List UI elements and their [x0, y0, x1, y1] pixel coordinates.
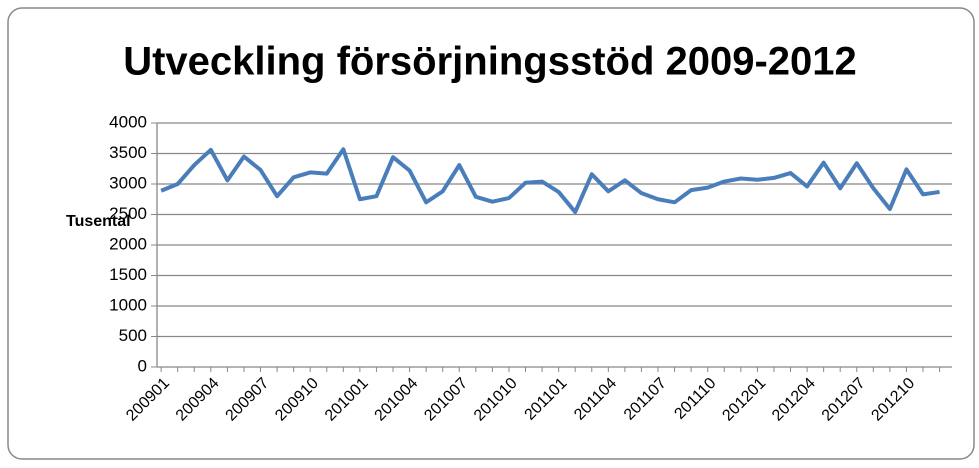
y-tick-label: 4000: [109, 112, 147, 131]
chart-border: [7, 7, 975, 460]
y-axis-label: Tusental: [66, 213, 131, 230]
chart-title: Utveckling försörjningsstöd 2009-2012: [123, 40, 857, 84]
y-tick-label: 2000: [109, 234, 147, 253]
y-tick-label: 2500: [109, 204, 147, 223]
y-tick-label: 3000: [109, 173, 147, 192]
y-tick-label: 1000: [109, 295, 147, 314]
y-tick-label: 3500: [109, 143, 147, 162]
data-line: [160, 147, 940, 215]
y-tick-label: 1500: [109, 265, 147, 284]
y-tick-label: 500: [119, 326, 147, 345]
y-tick-label: 0: [138, 356, 147, 375]
